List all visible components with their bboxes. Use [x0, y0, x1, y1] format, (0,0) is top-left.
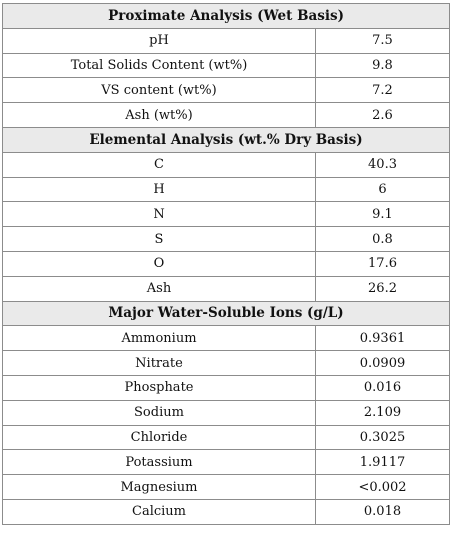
- table-row: O 17.6: [2, 250, 451, 277]
- row-label: C: [2, 151, 316, 178]
- row-value: 2.109: [314, 399, 451, 426]
- row-value: 40.3: [314, 151, 451, 178]
- row-value: 26.2: [314, 275, 451, 302]
- row-value: 0.0909: [314, 350, 451, 376]
- section-title: Major Water-Soluble Ions (g/L): [1, 300, 451, 327]
- row-label: pH: [2, 27, 316, 54]
- table-row: pH 7.5: [2, 27, 451, 54]
- table-row: H 6: [2, 176, 451, 203]
- table-row: Chloride 0.3025: [2, 424, 451, 451]
- row-value: 6: [314, 176, 451, 203]
- row-value: 0.018: [314, 498, 451, 525]
- row-label: Chloride: [2, 424, 316, 451]
- row-value: 7.5: [314, 27, 451, 54]
- table-row: Ash 26.2: [2, 275, 451, 302]
- row-value: 0.016: [314, 374, 451, 401]
- table-row: Phosphate 0.016: [2, 374, 451, 401]
- row-value: 2.6: [314, 102, 451, 128]
- table-body: Proximate Analysis (Wet Basis) pH 7.5 To…: [1, 3, 451, 525]
- row-label: Ammonium: [2, 325, 316, 352]
- row-label: Calcium: [2, 498, 316, 525]
- row-value: 1.9117: [314, 449, 451, 476]
- table-row: VS content (wt%) 7.2: [2, 77, 451, 104]
- row-value: 9.8: [314, 52, 451, 79]
- analysis-table: Proximate Analysis (Wet Basis) pH 7.5 To…: [1, 3, 451, 525]
- row-label: O: [2, 250, 316, 277]
- section-title: Elemental Analysis (wt.% Dry Basis): [1, 126, 451, 153]
- section-header-row: Major Water-Soluble Ions (g/L): [1, 300, 451, 327]
- section-header-row: Elemental Analysis (wt.% Dry Basis): [1, 126, 451, 153]
- row-label: N: [2, 201, 316, 228]
- table-row: N 9.1: [2, 201, 451, 228]
- row-value: 0.8: [314, 226, 451, 252]
- table-row: Potassium 1.9117: [2, 449, 451, 476]
- table-row: S 0.8: [2, 226, 451, 252]
- row-value: 17.6: [314, 250, 451, 277]
- row-value: 0.3025: [314, 424, 451, 451]
- row-value: 7.2: [314, 77, 451, 104]
- row-label: Ash (wt%): [2, 102, 316, 128]
- row-label: Potassium: [2, 449, 316, 476]
- table-container: Proximate Analysis (Wet Basis) pH 7.5 To…: [1, 3, 451, 525]
- table-row: Calcium 0.018: [2, 498, 451, 525]
- row-label: Phosphate: [2, 374, 316, 401]
- row-label: Ash: [2, 275, 316, 302]
- row-value: 9.1: [314, 201, 451, 228]
- row-label: Sodium: [2, 399, 316, 426]
- table-row: Nitrate 0.0909: [2, 350, 451, 376]
- row-label: Magnesium: [2, 474, 316, 500]
- table-row: C 40.3: [2, 151, 451, 178]
- row-label: VS content (wt%): [2, 77, 316, 104]
- table-row: Ash (wt%) 2.6: [2, 102, 451, 128]
- section-header-row: Proximate Analysis (Wet Basis): [1, 3, 451, 29]
- table-row: Ammonium 0.9361: [2, 325, 451, 352]
- row-label: H: [2, 176, 316, 203]
- table-row: Sodium 2.109: [2, 399, 451, 426]
- row-value: 0.9361: [314, 325, 451, 352]
- section-title: Proximate Analysis (Wet Basis): [1, 3, 451, 29]
- row-label: S: [2, 226, 316, 252]
- row-label: Nitrate: [2, 350, 316, 376]
- row-value: <0.002: [314, 474, 451, 500]
- table-row: Total Solids Content (wt%) 9.8: [2, 52, 451, 79]
- table-row: Magnesium <0.002: [2, 474, 451, 500]
- row-label: Total Solids Content (wt%): [2, 52, 316, 79]
